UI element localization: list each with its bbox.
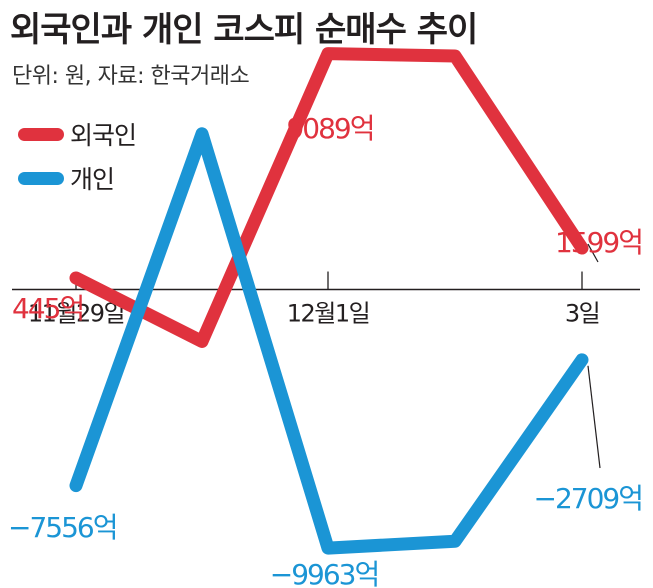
leader-line-individual-end: [587, 365, 601, 469]
data-label-foreign-peak: 9089억: [286, 112, 373, 145]
data-label-individual-end: −2709억: [534, 482, 642, 515]
data-labels: 445억 9089억 1599억 −7556억 −9963억 −2709억: [8, 112, 644, 588]
data-label-foreign-end: 1599억: [555, 226, 642, 259]
legend-swatch-foreign: [18, 127, 64, 141]
data-label-foreign-start: 445억: [12, 292, 83, 325]
chart-title: 외국인과 개인 코스피 순매수 추이: [10, 10, 478, 50]
x-tick-label: 3일: [565, 300, 599, 328]
chart-subtitle: 단위: 원, 자료: 한국거래소: [12, 64, 250, 89]
data-label-individual-start: −7556억: [8, 511, 116, 544]
x-ticks: 11월29일 12월1일 3일: [28, 271, 601, 328]
data-label-individual-min: −9963억: [270, 558, 378, 588]
legend-swatch-individual: [18, 171, 64, 185]
x-tick-label: 12월1일: [287, 300, 369, 328]
series-line-individual: [69, 127, 589, 555]
legend: 외국인 개인: [18, 112, 137, 200]
legend-item-individual: 개인: [18, 156, 136, 200]
legend-item-foreign: 외국인: [18, 112, 137, 156]
x-tick-label: 11월29일: [28, 300, 124, 328]
series-lines: [69, 47, 601, 555]
leader-line-foreign-end: [587, 243, 599, 263]
legend-label-individual: 개인: [70, 165, 115, 194]
series-line-foreign: [69, 47, 589, 348]
legend-label-foreign: 외국인: [70, 121, 137, 150]
